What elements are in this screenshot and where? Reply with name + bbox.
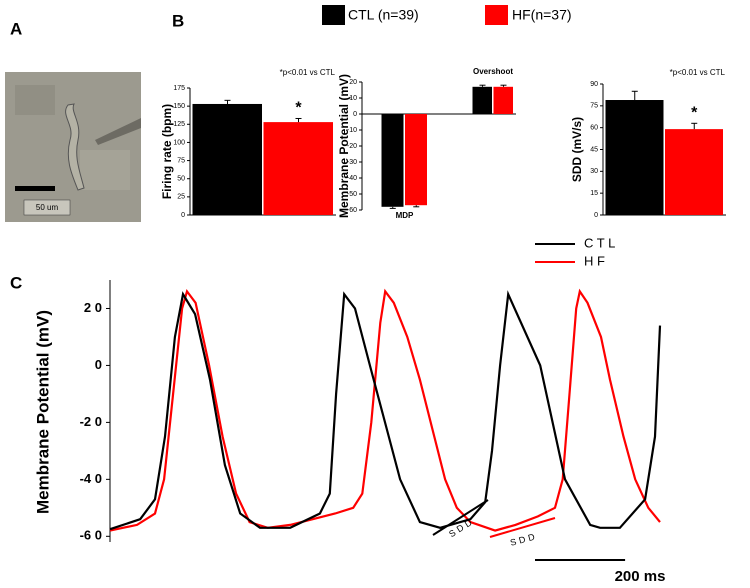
y-axis-title: Membrane Potential (mV) bbox=[337, 74, 351, 218]
annotation: *p<0.01 vs CTL bbox=[670, 68, 726, 77]
y-tick-label: 10 bbox=[349, 95, 357, 102]
trace bbox=[109, 290, 662, 531]
y-tick-label: 0 bbox=[181, 212, 185, 219]
bar bbox=[472, 86, 492, 114]
bar bbox=[405, 114, 427, 206]
legend-label: CTL (n=39) bbox=[348, 7, 419, 23]
bar bbox=[605, 100, 664, 215]
y-axis-title: Firing rate (bpm) bbox=[160, 104, 174, 199]
y-tick-label: 90 bbox=[590, 81, 598, 88]
micrograph-texture bbox=[15, 85, 55, 115]
y-tick-label: -6 0 bbox=[80, 528, 102, 543]
bar bbox=[263, 122, 333, 215]
scale-label: 50 um bbox=[36, 203, 59, 212]
bar bbox=[192, 103, 262, 215]
y-tick-label: 20 bbox=[349, 79, 357, 86]
y-tick-label: -2 0 bbox=[80, 414, 102, 429]
y-axis-title: Membrane Potential (mV) bbox=[33, 310, 52, 514]
category-label: MDP bbox=[396, 211, 414, 220]
category-label: Overshoot bbox=[473, 67, 513, 76]
sdd-label: SDD bbox=[447, 516, 476, 539]
y-tick-label: 75 bbox=[590, 103, 598, 110]
bar bbox=[493, 86, 513, 114]
y-tick-label: -50 bbox=[347, 191, 357, 198]
sdd-line bbox=[489, 517, 556, 538]
y-tick-label: 0 bbox=[353, 111, 357, 118]
y-tick-label: -4 0 bbox=[80, 471, 102, 486]
pipette bbox=[95, 118, 141, 145]
annotation: *p<0.01 vs CTL bbox=[280, 68, 336, 77]
y-tick-label: 100 bbox=[173, 139, 185, 146]
y-axis-title: SDD (mV/s) bbox=[570, 117, 584, 182]
panel-label: A bbox=[10, 19, 22, 38]
cell bbox=[65, 103, 85, 191]
trace bbox=[109, 288, 661, 532]
y-tick-label: 2 0 bbox=[84, 300, 102, 315]
legend-label: HF(n=37) bbox=[512, 7, 572, 23]
legend-label: H F bbox=[584, 253, 605, 268]
panel-label: C bbox=[10, 273, 22, 292]
y-tick-label: -10 bbox=[347, 127, 357, 134]
y-tick-label: 25 bbox=[177, 194, 185, 201]
legend-swatch bbox=[322, 5, 345, 25]
bar bbox=[381, 114, 404, 207]
bar bbox=[665, 129, 723, 215]
y-tick-label: 0 bbox=[594, 212, 598, 219]
significance-star: * bbox=[691, 105, 698, 122]
y-tick-label: 175 bbox=[173, 85, 185, 92]
panel-label: B bbox=[172, 11, 184, 30]
y-tick-label: -20 bbox=[347, 143, 357, 150]
micrograph-texture bbox=[80, 150, 130, 190]
significance-star: * bbox=[295, 100, 302, 117]
y-tick-label: 50 bbox=[177, 176, 185, 183]
y-tick-label: 30 bbox=[590, 168, 598, 175]
y-tick-label: -30 bbox=[347, 159, 357, 166]
y-tick-label: 0 bbox=[95, 357, 102, 372]
y-tick-label: 15 bbox=[590, 190, 598, 197]
scale-bar-label: 200 ms bbox=[615, 568, 666, 585]
y-tick-label: 75 bbox=[177, 157, 185, 164]
sdd-line bbox=[432, 499, 489, 536]
y-tick-label: -60 bbox=[347, 207, 357, 214]
legend-label: C T L bbox=[584, 235, 615, 250]
scale-bar bbox=[15, 186, 55, 191]
scale-box bbox=[23, 199, 71, 216]
legend-swatch bbox=[485, 5, 508, 25]
y-tick-label: 150 bbox=[173, 103, 185, 110]
y-tick-label: -40 bbox=[347, 175, 357, 182]
y-tick-label: 125 bbox=[173, 121, 185, 128]
y-tick-label: 60 bbox=[590, 125, 598, 132]
y-tick-label: 45 bbox=[590, 146, 598, 153]
sdd-label: SDD bbox=[509, 531, 539, 548]
